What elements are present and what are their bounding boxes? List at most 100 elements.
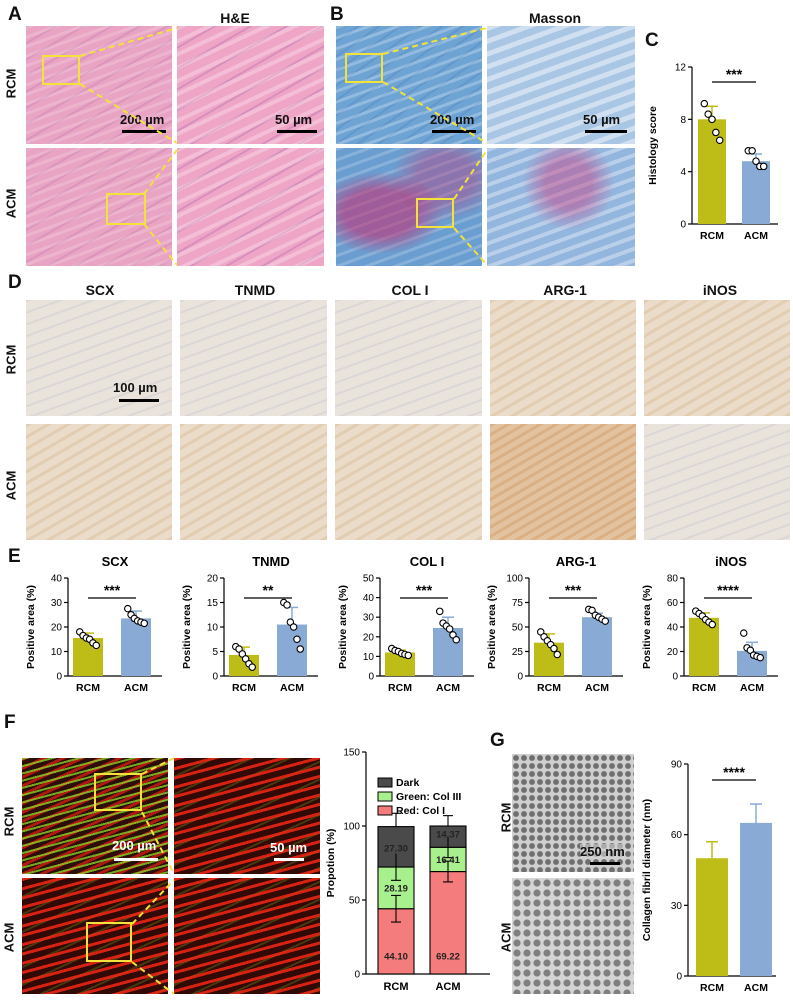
scale-label: 50 µm bbox=[275, 112, 313, 127]
bar-acm bbox=[433, 627, 463, 676]
ihc-tnmd-rcm-image bbox=[180, 300, 327, 416]
data-point bbox=[445, 625, 454, 633]
title-scx: SCX bbox=[85, 282, 115, 298]
significance-label: *** bbox=[104, 582, 121, 598]
zoom-box bbox=[94, 773, 142, 811]
panel-label-g: G bbox=[490, 730, 505, 751]
panel-label-d: D bbox=[8, 272, 22, 293]
legend-swatch bbox=[377, 805, 393, 816]
bar-acm bbox=[740, 822, 772, 976]
data-point bbox=[248, 663, 257, 671]
scale-bar bbox=[274, 858, 304, 861]
chart-title: SCX bbox=[102, 554, 129, 569]
scale-bar bbox=[119, 399, 159, 402]
data-point bbox=[601, 617, 610, 625]
title-inos: iNOS bbox=[702, 282, 738, 298]
scale-label: 50 µm bbox=[270, 840, 308, 855]
title-col1: COL I bbox=[391, 282, 429, 298]
legend-label: Dark bbox=[396, 777, 420, 789]
y-axis-label: Collagen fibril diameter (nm) bbox=[641, 799, 653, 941]
y-tick-label: 150 bbox=[343, 748, 360, 759]
bar-rcm bbox=[698, 119, 726, 224]
x-tick-label: RCM bbox=[537, 682, 561, 694]
segment-label: 69.22 bbox=[436, 952, 460, 963]
ihc-arg1-acm-image bbox=[490, 424, 636, 540]
x-tick-label: ACM bbox=[585, 682, 609, 694]
y-axis-label: Positive area (%) bbox=[337, 585, 349, 669]
bar-acm bbox=[582, 617, 612, 676]
y-axis-label: Propotion (%) bbox=[325, 829, 337, 898]
scale-label: 50 µm bbox=[583, 112, 621, 127]
x-tick-label: ACM bbox=[744, 982, 768, 994]
segment-label: 16.41 bbox=[436, 855, 460, 866]
x-tick-label: ACM bbox=[436, 682, 460, 694]
y-tick-label: 40 bbox=[51, 574, 63, 585]
connector-line bbox=[382, 81, 488, 144]
x-tick-label: RCM bbox=[76, 682, 100, 694]
connector-line bbox=[143, 149, 178, 195]
significance-label: **** bbox=[717, 582, 739, 598]
data-point bbox=[700, 99, 709, 108]
y-axis-label: Histology score bbox=[647, 106, 659, 185]
row-label-rcm-d: RCM bbox=[3, 344, 19, 375]
y-tick-label: 0 bbox=[368, 672, 374, 683]
chart-e-col1: COL I 0 10 20 30 40 50 Positive area (%) RCM ACM *… bbox=[337, 554, 474, 694]
title-arg1: ARG-1 bbox=[543, 282, 587, 298]
data-point bbox=[404, 651, 413, 660]
y-tick-label: 20 bbox=[667, 647, 679, 658]
data-point bbox=[553, 650, 562, 659]
data-point bbox=[293, 635, 301, 644]
masson-rcm-low-image: 200 µm bbox=[336, 26, 482, 144]
data-point bbox=[740, 629, 748, 637]
scale-bar bbox=[114, 858, 158, 861]
y-tick-label: 0 bbox=[212, 672, 218, 683]
bar-rcm bbox=[534, 642, 564, 676]
connector-line bbox=[141, 811, 175, 875]
y-tick-label: 12 bbox=[675, 63, 687, 74]
y-tick-label: 75 bbox=[512, 598, 524, 609]
connector-line bbox=[131, 961, 175, 995]
title-tnmd: TNMD bbox=[234, 282, 276, 298]
y-tick-label: 5 bbox=[212, 647, 218, 658]
he-title: H&E bbox=[220, 10, 250, 26]
row-label-acm-d: ACM bbox=[3, 470, 19, 501]
x-tick-label: RCM bbox=[692, 682, 716, 694]
scale-label: 200 µm bbox=[112, 838, 157, 853]
y-tick-label: 100 bbox=[343, 822, 360, 833]
zoom-box bbox=[106, 193, 146, 225]
scale-label: 200 µm bbox=[430, 112, 475, 127]
connector-line bbox=[141, 757, 175, 775]
data-point bbox=[550, 644, 558, 653]
chart-g-fibril-diameter: 0 30 60 90 Collagen fibril diameter (nm) RCM A… bbox=[641, 760, 776, 994]
y-tick-label: 8 bbox=[680, 115, 686, 126]
x-tick-label: RCM bbox=[232, 682, 256, 694]
ihc-scx-rcm-image: 100 µm bbox=[26, 300, 172, 416]
shg-acm-high-image bbox=[174, 878, 320, 994]
zoom-connectors-f bbox=[131, 757, 175, 995]
connector-line bbox=[382, 27, 488, 55]
panel-label-f: F bbox=[4, 712, 16, 733]
y-tick-label: 25 bbox=[512, 647, 524, 658]
scale-label: 250 nm bbox=[580, 844, 625, 859]
data-point bbox=[708, 620, 717, 629]
x-tick-label: RCM bbox=[388, 682, 412, 694]
data-point bbox=[140, 619, 149, 628]
y-axis-label: Positive area (%) bbox=[181, 585, 193, 669]
shg-acm-low-image bbox=[22, 878, 168, 994]
ihc-arg1-rcm-image bbox=[490, 300, 636, 416]
y-tick-label: 0 bbox=[676, 972, 682, 983]
significance-label: *** bbox=[726, 66, 743, 82]
y-tick-label: 0 bbox=[680, 220, 686, 231]
segment-label: 14.37 bbox=[436, 829, 460, 840]
legend-swatch bbox=[377, 791, 393, 802]
x-tick-label: ACM bbox=[124, 682, 148, 694]
data-point bbox=[283, 601, 291, 609]
y-tick-label: 10 bbox=[363, 652, 375, 663]
panel-label-c: C bbox=[645, 30, 659, 51]
data-point bbox=[704, 110, 712, 118]
segment-label: 28.19 bbox=[384, 884, 408, 895]
zoom-connectors-ab bbox=[79, 27, 488, 266]
tem-acm-image bbox=[512, 878, 634, 994]
he-rcm-high-image: 50 µm bbox=[177, 26, 324, 144]
x-tick-label: RCM bbox=[700, 982, 724, 994]
